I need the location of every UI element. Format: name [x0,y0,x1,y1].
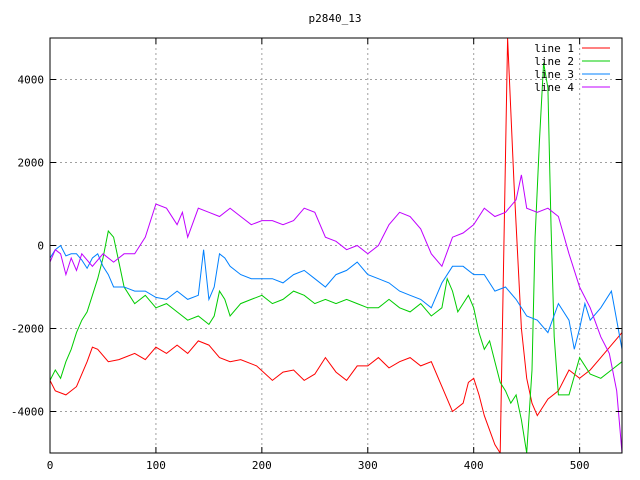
y-tick-label: 0 [37,240,44,253]
y-tick-label: -4000 [11,406,44,419]
y-tick-label: 4000 [18,74,45,87]
series-line-1 [50,38,622,453]
series-line-3 [50,244,622,350]
chart-title: p2840_13 [309,12,362,25]
x-tick-label: 100 [146,459,166,472]
legend-label-3: line 3 [534,68,574,81]
legend-label-4: line 4 [534,81,574,94]
grid-lines [50,38,622,453]
x-tick-label: 0 [47,459,54,472]
series-line-4 [50,174,622,453]
series-line-2 [50,62,622,453]
legend-label-1: line 1 [534,42,574,55]
x-tick-label: 500 [570,459,590,472]
axis-ticks: 0 100 200 300 400 500 -4000 -2000 0 2000 4000 [11,38,622,472]
y-tick-label: -2000 [11,323,44,336]
x-tick-label: 200 [252,459,272,472]
x-tick-label: 300 [358,459,378,472]
y-tick-label: 2000 [18,157,45,170]
x-tick-label: 400 [464,459,484,472]
series-layer [50,38,622,453]
legend-label-2: line 2 [534,55,574,68]
